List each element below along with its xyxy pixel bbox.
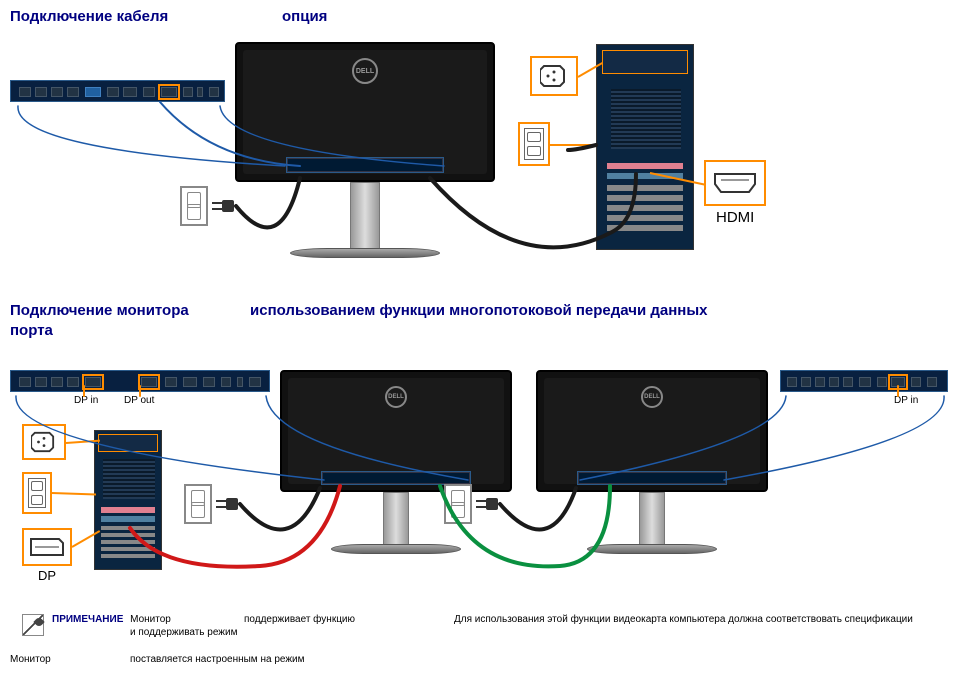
callout-dp-connector [22, 528, 72, 566]
dp-in-label-left: DP in [74, 395, 98, 406]
dp-in-port-left [85, 377, 101, 387]
dp-label: DP [38, 568, 56, 583]
note-text-2a: и поддерживать режим [130, 627, 237, 638]
power-plug-icon [216, 496, 244, 512]
monitor-rear-2-left: DELL [280, 370, 512, 492]
pc-tower-1 [596, 44, 694, 250]
callout-power-connector-2 [22, 424, 66, 460]
dp-out-label-left: DP out [124, 395, 154, 406]
section2-heading-bottom: порта [10, 322, 53, 339]
note-text-3a: Монитор [10, 654, 51, 665]
note-text-1c: Для использования этой функции видеокарт… [454, 614, 913, 625]
note-text-1a: Монитор [130, 614, 171, 625]
callout-wall-outlet-2 [22, 472, 52, 514]
hdmi-label: HDMI [716, 209, 754, 226]
port-strip-monitor-2-left [10, 370, 270, 392]
section2-heading-left: Подключение монитора [10, 302, 189, 319]
power-plug-icon [476, 496, 504, 512]
dell-logo-icon: DELL [641, 386, 663, 408]
wall-outlet-icon [184, 484, 212, 524]
section2-heading-middle: использованием функции многопотоковой пе… [250, 302, 708, 319]
power-plug-icon [212, 198, 240, 214]
callout-power-connector [530, 56, 578, 96]
dp-in-label-right: DP in [894, 395, 918, 406]
note-icon [22, 614, 44, 636]
dell-logo-icon: DELL [352, 58, 378, 84]
note-text-3b: поставляется настроенным на режим [130, 654, 305, 665]
dell-logo-icon: DELL [385, 386, 407, 408]
pc-tower-2 [94, 430, 162, 570]
section1-heading-left: Подключение кабеля [10, 8, 168, 25]
note-text-1b: поддерживает функцию [244, 614, 355, 625]
dp-in-port-right [891, 377, 905, 387]
dp-out-port-left [141, 377, 157, 387]
callout-hdmi-connector [704, 160, 766, 206]
wall-outlet-icon [444, 484, 472, 524]
note-caption: ПРИМЕЧАНИЕ [52, 614, 123, 625]
port-strip-monitor-2-right [780, 370, 948, 392]
monitor-rear-1: DELL [235, 42, 495, 182]
monitor-rear-2-right: DELL [536, 370, 768, 492]
section1-heading-right: опция [282, 8, 327, 25]
port-strip-monitor-1 [10, 80, 225, 102]
hdmi-port-monitor-1 [161, 87, 177, 97]
wall-outlet-icon [180, 186, 208, 226]
callout-wall-outlet [518, 122, 550, 166]
